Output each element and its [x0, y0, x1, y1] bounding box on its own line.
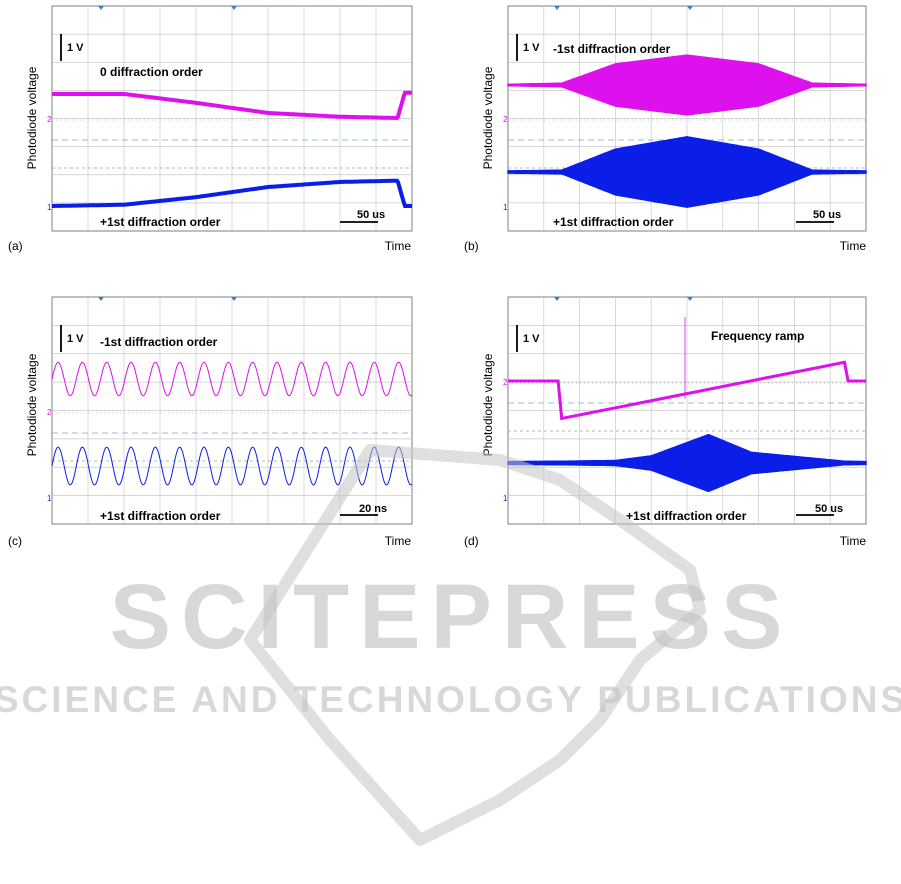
trigger-marker-icon [231, 6, 237, 10]
series-label-bottom: +1st diffraction order [626, 509, 747, 523]
trigger-marker-icon [554, 297, 560, 301]
time-scale-label: 50 us [357, 209, 385, 221]
plot-areas: 2 1 1 V 50 us 0 diffraction order +1st diffra… [47, 5, 867, 525]
plot-area-2: 2 1 1 V 50 us -1st diffraction order +1st dif… [503, 5, 867, 232]
time-scale-label: 50 us [813, 209, 841, 221]
trigger-marker-icon [98, 6, 104, 10]
panel-b-ylabel: Photodiode voltage [481, 66, 495, 169]
volt-scale-label: 1 V [523, 333, 540, 345]
trigger-marker-icon [687, 6, 693, 10]
panel-d-ylabel: Photodiode voltage [481, 353, 495, 456]
channel-2-marker: 2 [47, 115, 52, 124]
panel-c-panel-label: (c) [8, 534, 22, 548]
channel-1-marker: 1 [47, 203, 52, 212]
panel-b-xlabel: Time [840, 239, 867, 253]
time-scale-label: 20 ns [359, 503, 387, 515]
series-label-bottom: +1st diffraction order [100, 215, 221, 229]
series-label-top: 0 diffraction order [100, 65, 203, 79]
trace-ch2 [51, 361, 413, 397]
series-label-top: -1st diffraction order [553, 42, 671, 56]
panel-b: Photodiode voltage (b) Time [464, 66, 866, 253]
series-label-bottom: +1st diffraction order [100, 509, 221, 523]
channel-1-marker: 1 [47, 494, 52, 503]
panel-b-panel-label: (b) [464, 239, 479, 253]
panel-a-panel-label: (a) [8, 239, 23, 253]
volt-scale-label: 1 V [523, 42, 540, 54]
series-label-top: -1st diffraction order [100, 335, 218, 349]
channel-2-marker: 2 [503, 378, 508, 387]
trigger-marker-icon [98, 297, 104, 301]
trigger-marker-icon [687, 297, 693, 301]
trace-ramp [508, 360, 866, 421]
channel-2-marker: 2 [47, 408, 52, 417]
time-scale-label: 50 us [815, 503, 843, 515]
volt-scale-label: 1 V [67, 333, 84, 345]
trigger-marker-icon [554, 6, 560, 10]
panel-c-ylabel: Photodiode voltage [25, 353, 39, 456]
volt-scale-label: 1 V [67, 42, 84, 54]
panel-a-xlabel: Time [385, 239, 412, 253]
series-label-bottom: +1st diffraction order [553, 215, 674, 229]
trace-ch2 [52, 90, 412, 120]
channel-1-marker: 1 [503, 494, 508, 503]
panel-d-xlabel: Time [840, 534, 867, 548]
plot-area-1: 2 1 1 V 50 us 0 diffraction order +1st diffra… [47, 5, 413, 232]
channel-2-marker: 2 [503, 115, 508, 124]
plot-area-4: 2 1 1 V 50 us +1st diffraction order Frequenc… [503, 296, 867, 525]
panel-a-ylabel: Photodiode voltage [25, 66, 39, 169]
trace-ch1 [52, 178, 412, 208]
annotation-label: Frequency ramp [711, 329, 804, 343]
panel-a: Photodiode voltage (a) Time [8, 66, 411, 253]
plot-area-3: 2 1 1 V 20 ns -1st diffraction order +1st dif… [47, 296, 413, 525]
channel-1-marker: 1 [503, 203, 508, 212]
trace-ch2 [507, 54, 867, 116]
trigger-marker-icon [231, 297, 237, 301]
panel-c-xlabel: Time [385, 534, 412, 548]
panel-d-panel-label: (d) [464, 534, 479, 548]
trace-ch1 [507, 136, 867, 208]
